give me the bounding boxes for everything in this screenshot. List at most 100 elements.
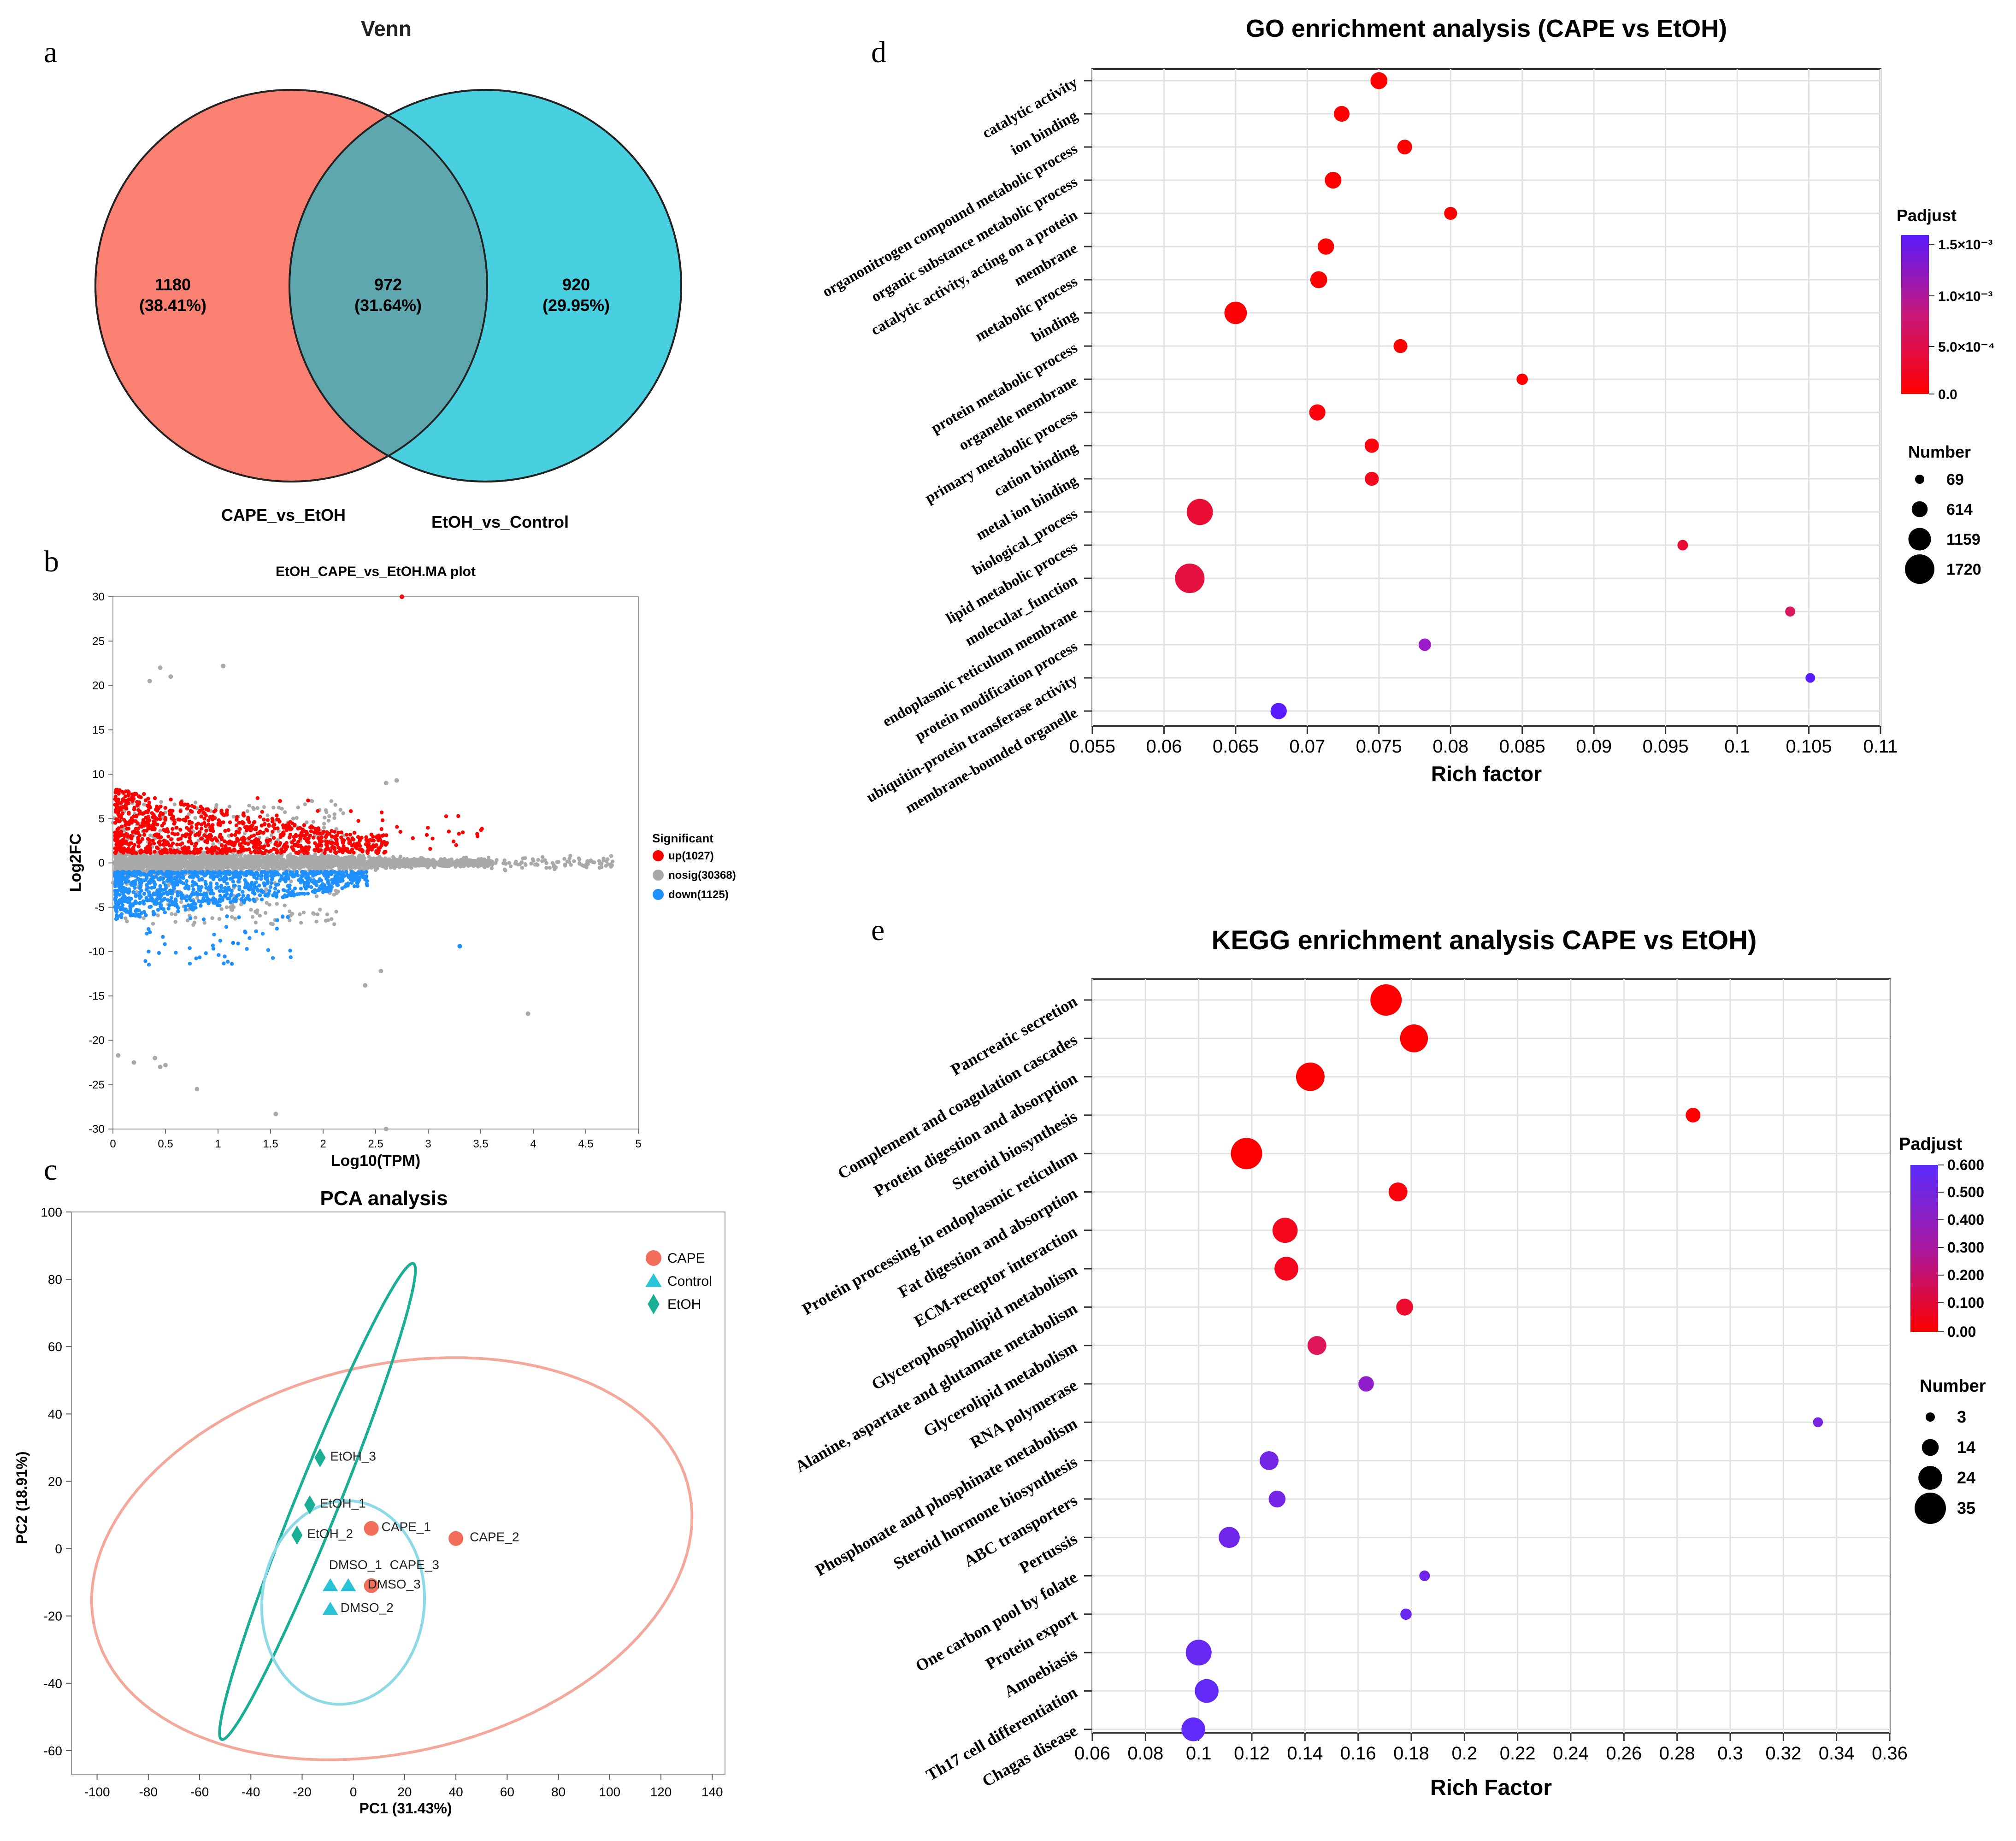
ma-point-up xyxy=(265,838,269,843)
ma-point-down xyxy=(132,870,136,875)
ma-point-down xyxy=(150,875,155,879)
ma-point-down xyxy=(351,878,355,882)
ma-point-up xyxy=(124,848,128,853)
ma-point-nosig xyxy=(471,859,475,863)
ma-point-nosig xyxy=(332,816,336,820)
ma-point-up xyxy=(152,819,156,823)
ma-point-nosig xyxy=(481,859,485,864)
ma-point-nosig xyxy=(249,857,253,862)
ma-point-nosig xyxy=(544,866,548,870)
ma-point-up xyxy=(213,836,217,840)
ma-point-down xyxy=(165,898,170,902)
ma-point-nosig xyxy=(296,806,300,810)
ma-point-nosig xyxy=(518,862,522,866)
ma-point-down xyxy=(203,880,207,884)
ma-point-nosig xyxy=(332,812,336,817)
ma-point-up xyxy=(130,795,134,800)
ma-point-nosig xyxy=(263,911,268,915)
ma-point-nosig xyxy=(362,856,367,860)
ma-point-up xyxy=(178,842,183,847)
ma-point-up xyxy=(151,838,155,843)
ma-point-down xyxy=(163,910,167,915)
ma-point-up xyxy=(411,836,415,841)
ma-point-nosig xyxy=(458,864,462,868)
ma-point-nosig xyxy=(486,855,491,860)
ma-point-nosig xyxy=(344,866,348,871)
ma-point-nosig xyxy=(489,860,494,864)
ma-point-nosig xyxy=(302,858,306,862)
ma-point-nosig xyxy=(172,802,177,806)
ma-point-up xyxy=(317,849,321,853)
ma-point-nosig xyxy=(563,864,567,868)
ma-point-nosig xyxy=(146,866,150,871)
ma-point-up xyxy=(159,804,163,809)
ma-point-up xyxy=(424,833,429,837)
ma-point-up xyxy=(298,834,302,838)
ma-point-down xyxy=(340,886,344,890)
ma-point-down xyxy=(294,872,298,877)
ma-point-down xyxy=(325,889,330,894)
ma-point-up xyxy=(115,827,119,832)
ma-point-down xyxy=(126,875,130,879)
ma-point-up xyxy=(238,827,242,831)
ma-point-up xyxy=(199,827,204,831)
ma-point-up xyxy=(315,844,319,848)
ma-point-down xyxy=(218,877,222,882)
ma-point-up xyxy=(126,835,130,839)
venn-pct-right: (29.95%) xyxy=(542,296,610,315)
ma-point-down xyxy=(241,890,245,894)
ma-point-nosig xyxy=(360,861,364,865)
ma-point-down xyxy=(200,885,204,889)
ma-point-up xyxy=(319,835,324,840)
ma-point-up xyxy=(324,834,329,838)
ma-point-down xyxy=(191,900,195,904)
ma-point-nosig xyxy=(369,862,373,866)
ma-point-nosig xyxy=(227,805,232,809)
ma-point-nosig xyxy=(514,859,518,864)
ma-point-nosig xyxy=(244,865,248,870)
ma-point-down xyxy=(197,899,201,903)
ma-point-down xyxy=(160,888,165,892)
ma-point-nosig xyxy=(250,915,255,919)
ma-point-down xyxy=(218,903,222,907)
ma-point-up xyxy=(196,822,200,826)
ma-point-up xyxy=(137,801,141,806)
ma-point-up xyxy=(171,841,175,846)
ma-point-down xyxy=(344,870,348,874)
ma-point-nosig xyxy=(163,865,167,869)
ma-point-nosig xyxy=(325,912,330,917)
ma-point-up xyxy=(242,838,246,842)
ma-point-down xyxy=(286,884,290,888)
ma-point-nosig xyxy=(119,854,124,859)
ma-point-up xyxy=(380,834,384,838)
ma-point-up xyxy=(268,838,272,842)
ma-point-nosig xyxy=(332,857,336,862)
ma-point-nosig xyxy=(468,862,472,867)
ma-point-down xyxy=(228,870,232,874)
ma-point-up xyxy=(312,848,317,852)
ma-point-nosig xyxy=(125,919,129,923)
ma-point-up xyxy=(167,809,171,813)
ma-point-down xyxy=(227,888,232,892)
ma-point-down xyxy=(225,896,230,900)
ma-point-up xyxy=(195,848,200,853)
ma-point-nosig xyxy=(217,856,221,860)
ma-point-down xyxy=(119,878,124,882)
ma-point-down xyxy=(115,888,119,893)
ma-point-down xyxy=(224,870,228,874)
ma-point-up xyxy=(235,815,239,819)
ma-point-down xyxy=(183,908,188,912)
ma-point-down xyxy=(233,872,237,876)
ma-point-up xyxy=(134,819,138,823)
ma-point-up xyxy=(122,837,126,841)
ma-point-down xyxy=(183,896,187,900)
ma-point-nosig xyxy=(554,865,558,870)
ma-point-up xyxy=(163,806,167,810)
ma-point-nosig xyxy=(246,856,250,860)
ma-point-nosig xyxy=(333,803,337,807)
ma-point-down xyxy=(271,956,275,960)
ma-point-up xyxy=(113,851,118,855)
ma-point-up xyxy=(162,843,166,847)
ma-point-nosig xyxy=(149,856,153,861)
